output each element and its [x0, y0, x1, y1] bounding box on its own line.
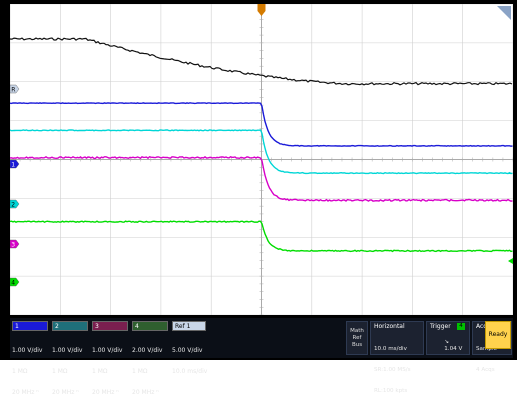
channel-1-id: 1: [15, 323, 19, 330]
trigger-level-marker[interactable]: [508, 258, 513, 264]
acquisition-mode: Sample: [476, 346, 497, 352]
channel-4-impedance: 1 MΩ: [132, 368, 148, 375]
ch3-offset-marker[interactable]: 3: [10, 239, 20, 249]
ch4-marker-label: 4: [11, 279, 15, 286]
ch4-waveform: [10, 220, 513, 253]
ref-1-settings[interactable]: 5.00 V/div 10.0 ms/div: [172, 333, 207, 389]
channel-2-badge[interactable]: 2: [52, 321, 88, 331]
trigger-marker-shape: [257, 4, 266, 16]
ch2-marker-shape: [10, 199, 20, 209]
channel-1-settings[interactable]: 1.00 V/div 1 MΩ 20 MHz ⁿ: [12, 333, 42, 410]
channel-3-settings[interactable]: 1.00 V/div 1 MΩ 20 MHz ⁿ: [92, 333, 122, 410]
channel-3-badge[interactable]: 3: [92, 321, 128, 331]
ch3-marker-shape: [10, 239, 20, 249]
ref-1-label: Ref 1: [175, 323, 191, 330]
channel-4-settings[interactable]: 2.00 V/div 1 MΩ 20 MHz ⁿ: [132, 333, 162, 410]
settings-bar: 1 1.00 V/div 1 MΩ 20 MHz ⁿ 2 1.00 V/div …: [10, 318, 513, 396]
ch2-waveform: [10, 129, 513, 175]
channel-1-scale: 1.00 V/div: [12, 347, 43, 354]
ref-label: Ref: [352, 335, 362, 341]
channel-1-impedance: 1 MΩ: [12, 368, 28, 375]
channel-3-scale: 1.00 V/div: [92, 347, 123, 354]
waveform-display[interactable]: R 1 2 3 4: [10, 4, 513, 315]
ch2-offset-marker[interactable]: 2: [10, 199, 20, 209]
math-label: Math: [350, 328, 364, 334]
ref-1-badge[interactable]: Ref 1: [172, 321, 206, 331]
ch4-marker-shape: [10, 277, 20, 287]
ref1-marker-shape: [10, 84, 20, 94]
channel-1-badge[interactable]: 1: [12, 321, 48, 331]
trigger-title: Trigger: [430, 323, 451, 330]
channel-2-bandwidth: 20 MHz ⁿ: [52, 389, 79, 396]
ref1-offset-marker[interactable]: R: [10, 84, 20, 94]
trigger-panel[interactable]: Trigger 4 ↘ 1.04 V: [426, 321, 470, 355]
trigger-slope-icon: ↘: [444, 339, 449, 345]
horizontal-record-length: RL:100 kpts: [374, 388, 408, 394]
trigger-channel-badge: 4: [457, 323, 465, 330]
channel-4-scale: 2.00 V/div: [132, 347, 163, 354]
channel-3-impedance: 1 MΩ: [92, 368, 108, 375]
oscilloscope-window: R 1 2 3 4 1 1.00 V/div 1 MΩ 20 MHz ⁿ 2 1.00 …: [0, 0, 517, 396]
channel-1-bandwidth: 20 MHz ⁿ: [12, 389, 39, 396]
trigger-position-marker[interactable]: [257, 4, 266, 16]
corner-menu-icon[interactable]: [497, 6, 511, 20]
horizontal-panel[interactable]: Horizontal 10.0 ms/div SR:1.00 MS/s RL:1…: [370, 321, 424, 394]
channel-2-id: 2: [55, 323, 59, 330]
channel-2-impedance: 1 MΩ: [52, 368, 68, 375]
ch1-marker-shape: [10, 159, 20, 169]
ready-label: Ready: [488, 331, 508, 338]
waveform-svg[interactable]: R 1 2 3 4: [10, 4, 513, 315]
ch2-marker-label: 2: [11, 201, 15, 208]
acquisition-count: 4 Acqs: [476, 367, 495, 373]
horizontal-sample-rate: SR:1.00 MS/s: [374, 367, 411, 373]
trigger-level: 1.04 V: [444, 346, 463, 352]
ref-1-scale: 5.00 V/div: [172, 347, 203, 354]
horizontal-settings: 10.0 ms/div SR:1.00 MS/s RL:100 kpts: [374, 332, 411, 409]
ready-status-button[interactable]: Ready: [485, 321, 511, 349]
channel-4-badge[interactable]: 4: [132, 321, 168, 331]
channel-3-id: 3: [95, 323, 99, 330]
ref-1-waveform: [10, 37, 513, 86]
ch4-offset-marker[interactable]: 4: [10, 277, 20, 287]
ch3-waveform: [10, 155, 513, 202]
horizontal-title: Horizontal: [374, 323, 405, 330]
ch1-offset-marker[interactable]: 1: [10, 159, 20, 169]
channel-4-id: 4: [135, 323, 139, 330]
ch1-waveform: [10, 102, 513, 147]
math-ref-bus-button[interactable]: Math Ref Bus: [346, 321, 368, 355]
ref-1-time: 10.0 ms/div: [172, 368, 208, 375]
bus-label: Bus: [351, 342, 363, 348]
horizontal-scale: 10.0 ms/div: [374, 346, 407, 352]
trigger-settings: ↘ 1.04 V: [430, 332, 462, 360]
ref1-marker-label: R: [11, 86, 15, 93]
channel-4-bandwidth: 20 MHz ⁿ: [132, 389, 159, 396]
channel-2-scale: 1.00 V/div: [52, 347, 83, 354]
ch1-marker-label: 1: [11, 161, 15, 168]
channel-3-bandwidth: 20 MHz ⁿ: [92, 389, 119, 396]
ch3-marker-label: 3: [11, 241, 15, 248]
channel-2-settings[interactable]: 1.00 V/div 1 MΩ 20 MHz ⁿ: [52, 333, 82, 410]
